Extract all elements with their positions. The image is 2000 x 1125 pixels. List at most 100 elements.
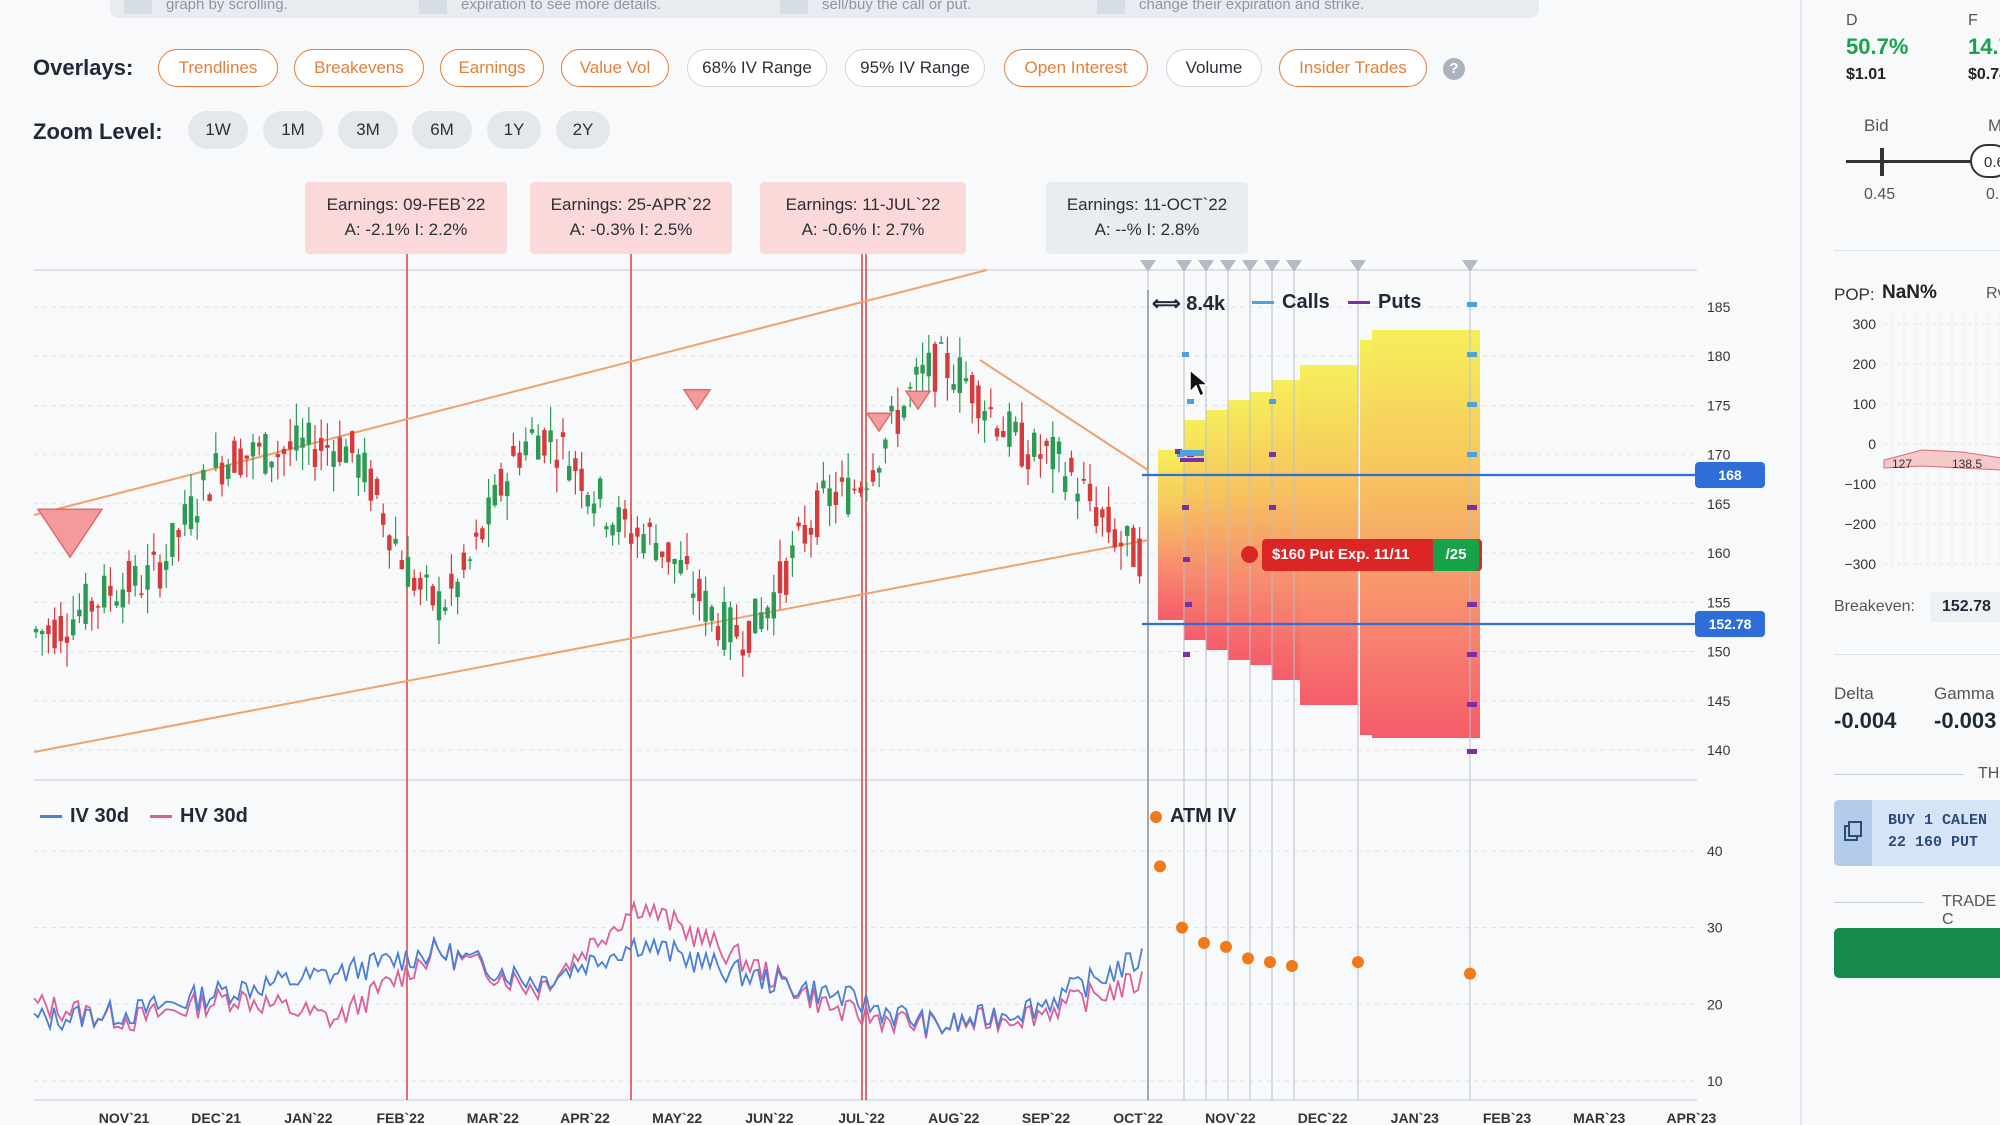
x-tick-label: DEC`21 bbox=[191, 1110, 241, 1125]
put-oi-mark bbox=[1269, 452, 1276, 457]
candle-body bbox=[89, 600, 94, 612]
zoom-2y[interactable]: 2Y bbox=[556, 111, 610, 149]
candle-body bbox=[226, 464, 231, 479]
x-tick-label: FEB`22 bbox=[376, 1110, 424, 1125]
atm-iv-point bbox=[1286, 960, 1298, 972]
call-oi-mark bbox=[1269, 399, 1276, 404]
price-tag-lower[interactable]: 152.78 bbox=[1695, 611, 1765, 637]
earnings-box-oct22[interactable]: Earnings: 11-OCT`22 A: --% I: 2.8% bbox=[1046, 182, 1248, 254]
zoom-1y[interactable]: 1Y bbox=[487, 111, 541, 149]
value-vol-cell bbox=[1158, 450, 1184, 620]
candle-body bbox=[1019, 422, 1024, 467]
bid-value: 0.45 bbox=[1864, 186, 1896, 203]
candle-body bbox=[846, 477, 851, 515]
bid-slider-track[interactable] bbox=[1846, 160, 2000, 163]
help-icon[interactable]: ? bbox=[1443, 58, 1465, 80]
order-summary[interactable]: BUY 1 CALEN 22 160 PUT bbox=[1834, 800, 2000, 866]
price-chart[interactable]: 185 180 175 170 165 160 155 150 145 140 40 30 20 10 NO… bbox=[0, 0, 1800, 1125]
candle-body bbox=[660, 551, 665, 558]
put-position-suffix[interactable]: /25 bbox=[1433, 539, 1479, 571]
put-position-dot[interactable] bbox=[1241, 546, 1258, 563]
put-oi-mark bbox=[1467, 602, 1477, 607]
candle-body bbox=[250, 442, 256, 457]
x-tick-label: APR`22 bbox=[560, 1110, 610, 1125]
candle-body bbox=[672, 558, 677, 565]
candle-body bbox=[188, 496, 194, 530]
hint-sell-buy: sell/buy the call or put. bbox=[766, 0, 1110, 18]
overlay-volume[interactable]: Volume bbox=[1166, 49, 1262, 87]
put-oi-mark bbox=[1467, 505, 1477, 510]
breakeven-label: Breakeven: bbox=[1834, 598, 1915, 615]
candle-body bbox=[449, 573, 454, 589]
mid-slider-handle[interactable]: 0.6 bbox=[1970, 144, 2000, 178]
candle-body bbox=[647, 522, 652, 527]
pl-chart[interactable]: 300 200 100 0 −100 −200 −300 127 138.5 bbox=[1802, 310, 2000, 580]
zoom-label: Zoom Level: bbox=[33, 119, 163, 144]
overlay-value-vol[interactable]: Value Vol bbox=[561, 49, 669, 87]
candle-body bbox=[1137, 538, 1142, 577]
bid-slider-tick[interactable] bbox=[1880, 148, 1884, 176]
candle-body bbox=[914, 366, 919, 375]
delta-value: -0.004 bbox=[1834, 708, 1897, 733]
x-tick-label: FEB`23 bbox=[1483, 1110, 1531, 1125]
overlays-label: Overlays: bbox=[33, 55, 134, 80]
overlay-open-interest[interactable]: Open Interest bbox=[1004, 49, 1148, 87]
d-value: 50.7% bbox=[1846, 34, 1909, 59]
candle-body bbox=[703, 590, 708, 622]
candle-body bbox=[821, 480, 826, 489]
candle-body bbox=[126, 561, 132, 593]
put-oi-mark bbox=[1467, 702, 1477, 707]
candle-body bbox=[33, 628, 39, 633]
earnings-box-jul22[interactable]: Earnings: 11-JUL`22 A: -0.6% I: 2.7% bbox=[760, 182, 966, 254]
candle-body bbox=[1025, 454, 1031, 470]
earnings-box-apr22[interactable]: Earnings: 25-APR`22 A: -0.3% I: 2.5% bbox=[530, 182, 732, 254]
trade-button[interactable] bbox=[1834, 928, 2000, 978]
atm-iv-point bbox=[1464, 967, 1476, 980]
candle-body bbox=[560, 432, 566, 438]
overlay-trendlines[interactable]: Trendlines bbox=[158, 49, 278, 87]
zoom-1m[interactable]: 1M bbox=[263, 111, 323, 149]
zoom-3m[interactable]: 3M bbox=[338, 111, 398, 149]
candle-body bbox=[920, 364, 925, 374]
candle-body bbox=[653, 542, 659, 561]
candle-body bbox=[1001, 430, 1006, 438]
candle-body bbox=[480, 528, 485, 540]
overlay-68-iv-range[interactable]: 68% IV Range bbox=[687, 49, 827, 87]
candle-body bbox=[877, 468, 882, 473]
candle-body bbox=[257, 442, 262, 447]
x-tick-label: MAR`23 bbox=[1573, 1110, 1625, 1125]
puts-legend: Puts bbox=[1348, 291, 1421, 314]
candle-body bbox=[1038, 454, 1043, 459]
call-oi-mark bbox=[1467, 402, 1477, 407]
earnings-box-feb22[interactable]: Earnings: 09-FEB`22 A: -2.1% I: 2.2% bbox=[305, 182, 507, 254]
pl-tick: 127 bbox=[1892, 457, 1912, 471]
trendline-upper bbox=[33, 269, 988, 516]
insider-trade-marker bbox=[865, 412, 893, 433]
price-tag-upper[interactable]: 168 bbox=[1695, 462, 1765, 488]
value-vol-cell bbox=[1250, 392, 1272, 665]
candle-body bbox=[362, 452, 367, 483]
overlay-earnings[interactable]: Earnings bbox=[440, 49, 544, 87]
copy-icon[interactable] bbox=[1834, 800, 1872, 866]
candle-body bbox=[368, 468, 373, 501]
x-tick-label: APR`23 bbox=[1667, 1110, 1717, 1125]
overlay-breakevens[interactable]: Breakevens bbox=[294, 49, 424, 87]
candle-body bbox=[759, 612, 764, 629]
candle-body bbox=[945, 353, 950, 379]
candle-body bbox=[901, 405, 907, 418]
calls-legend: Calls bbox=[1252, 291, 1330, 314]
zoom-1w[interactable]: 1W bbox=[188, 111, 248, 149]
overlay-insider-trades[interactable]: Insider Trades bbox=[1279, 49, 1427, 87]
put-oi-mark bbox=[1269, 505, 1276, 510]
put-oi-mark bbox=[1182, 505, 1189, 510]
candle-body bbox=[691, 593, 696, 598]
overlay-95-iv-range[interactable]: 95% IV Range bbox=[845, 49, 985, 87]
zoom-6m[interactable]: 6M bbox=[412, 111, 472, 149]
candle-body bbox=[213, 453, 218, 468]
candle-body bbox=[994, 428, 1000, 437]
candle-body bbox=[139, 593, 144, 595]
price-tick-label: 165 bbox=[1707, 496, 1731, 512]
pl-axis-label: 0 bbox=[1868, 436, 1876, 452]
candle-body bbox=[511, 446, 516, 456]
pop-label: POP: bbox=[1834, 285, 1875, 304]
